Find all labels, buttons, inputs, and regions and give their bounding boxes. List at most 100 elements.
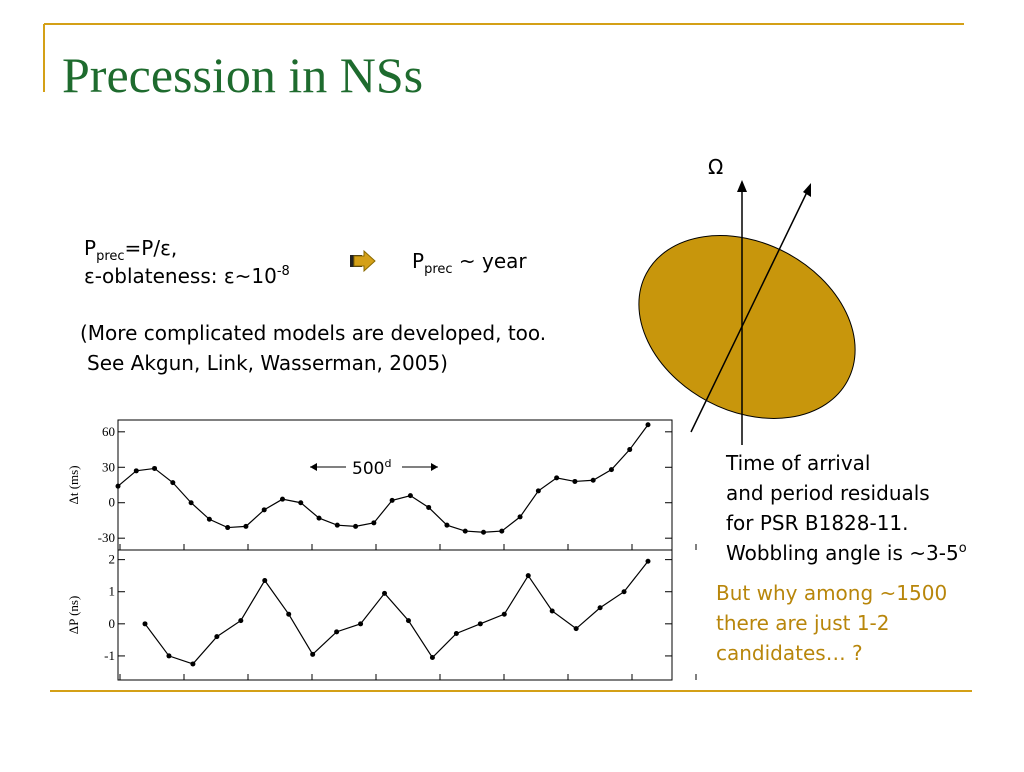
data-point (573, 626, 579, 632)
y-axis-label: ΔP (ns) (66, 596, 81, 635)
superscript: -8 (277, 264, 290, 279)
data-point (453, 630, 459, 636)
caption-3: for PSR B1828-11. (726, 511, 909, 535)
data-point (590, 477, 596, 483)
subscript: prec (96, 249, 124, 264)
text: ~ year (453, 249, 528, 273)
data-point (206, 516, 212, 522)
series-line (144, 560, 649, 665)
text: ε-oblateness: ε~10 (84, 264, 277, 288)
data-point (316, 515, 322, 521)
plot-frame (117, 549, 673, 681)
data-point (407, 493, 413, 499)
data-point (389, 497, 395, 503)
data-point (353, 523, 359, 529)
y-tick-label: 60 (102, 424, 115, 439)
data-point (525, 573, 531, 579)
data-point (243, 523, 249, 529)
y-tick-label: 0 (109, 495, 116, 510)
arrowhead (737, 180, 747, 192)
arrowhead (803, 183, 811, 197)
tilted-axis (690, 189, 809, 433)
data-point (645, 558, 651, 564)
data-point (429, 655, 435, 661)
data-point (170, 480, 176, 486)
data-point (371, 520, 377, 526)
data-point (190, 661, 196, 667)
data-point (608, 467, 614, 473)
result: Pprec ~ year (412, 249, 527, 277)
question-3: candidates… ? (716, 641, 863, 665)
text: =P/ε, (125, 236, 178, 260)
data-point (517, 514, 523, 520)
caption-2: and period residuals (726, 481, 930, 505)
data-point (572, 478, 578, 484)
data-point (621, 589, 627, 595)
data-point (481, 529, 487, 535)
y-tick-label: 30 (102, 459, 115, 474)
title: Precession in NSs (62, 47, 423, 103)
data-point (188, 500, 194, 506)
data-point (535, 488, 541, 494)
superscript: o (959, 541, 967, 556)
data-point (298, 500, 304, 506)
data-point (444, 522, 450, 528)
y-tick-label: -30 (98, 530, 115, 545)
data-point (501, 611, 507, 617)
data-point (477, 621, 483, 627)
data-point (382, 590, 388, 596)
data-point (627, 447, 633, 453)
text: 500 (352, 459, 384, 479)
data-point (310, 651, 316, 657)
plot-frame (117, 419, 673, 551)
question-2: there are just 1-2 (716, 611, 890, 635)
text: P (84, 236, 96, 260)
note-1: (More complicated models are developed, … (80, 321, 546, 345)
note-2: See Akgun, Link, Wasserman, 2005) (87, 351, 448, 375)
caption-4: Wobbling angle is ~3-5o (726, 541, 967, 565)
subscript: prec (424, 262, 452, 277)
question-1: But why among ~1500 (716, 581, 947, 605)
data-point (133, 468, 139, 474)
omega: Ω (708, 155, 723, 179)
text: Wobbling angle is ~3-5 (726, 541, 959, 565)
data-point (405, 618, 411, 624)
superscript: d (384, 457, 391, 470)
data-point (358, 621, 364, 627)
data-point (286, 611, 292, 617)
data-point (214, 634, 220, 640)
data-point (261, 507, 267, 513)
data-point (499, 528, 505, 534)
data-point (334, 629, 340, 635)
series-line (117, 424, 649, 533)
data-point (597, 605, 603, 611)
plots: 60 30 0 -30 Δt (ms) 2 1 0 -1 ΔP (ns) (66, 419, 697, 681)
star-ellipse (638, 235, 856, 419)
y-tick-label: -1 (104, 648, 115, 663)
data-point (645, 422, 651, 428)
formula-1: Pprec=P/ε, (84, 236, 177, 264)
formula-2: ε-oblateness: ε~10-8 (84, 264, 290, 288)
caption-1: Time of arrival (725, 451, 871, 475)
y-axis-label: Δt (ms) (66, 465, 81, 504)
period-label: 500d (352, 457, 391, 479)
data-point (115, 483, 121, 489)
data-point (142, 621, 148, 627)
y-tick-label: 0 (109, 616, 116, 631)
data-point (426, 504, 432, 510)
data-point (152, 465, 158, 471)
data-point (549, 608, 555, 614)
arrow-icon (350, 249, 376, 273)
y-tick-label: 2 (109, 552, 116, 567)
data-point (166, 653, 172, 659)
period-marker: 500d (310, 457, 438, 479)
data-point (462, 528, 468, 534)
y-tick-label: 1 (109, 584, 116, 599)
data-point (334, 522, 340, 528)
data-point (225, 525, 231, 531)
data-point (279, 496, 285, 502)
data-point (554, 475, 560, 481)
data-point (262, 577, 268, 583)
